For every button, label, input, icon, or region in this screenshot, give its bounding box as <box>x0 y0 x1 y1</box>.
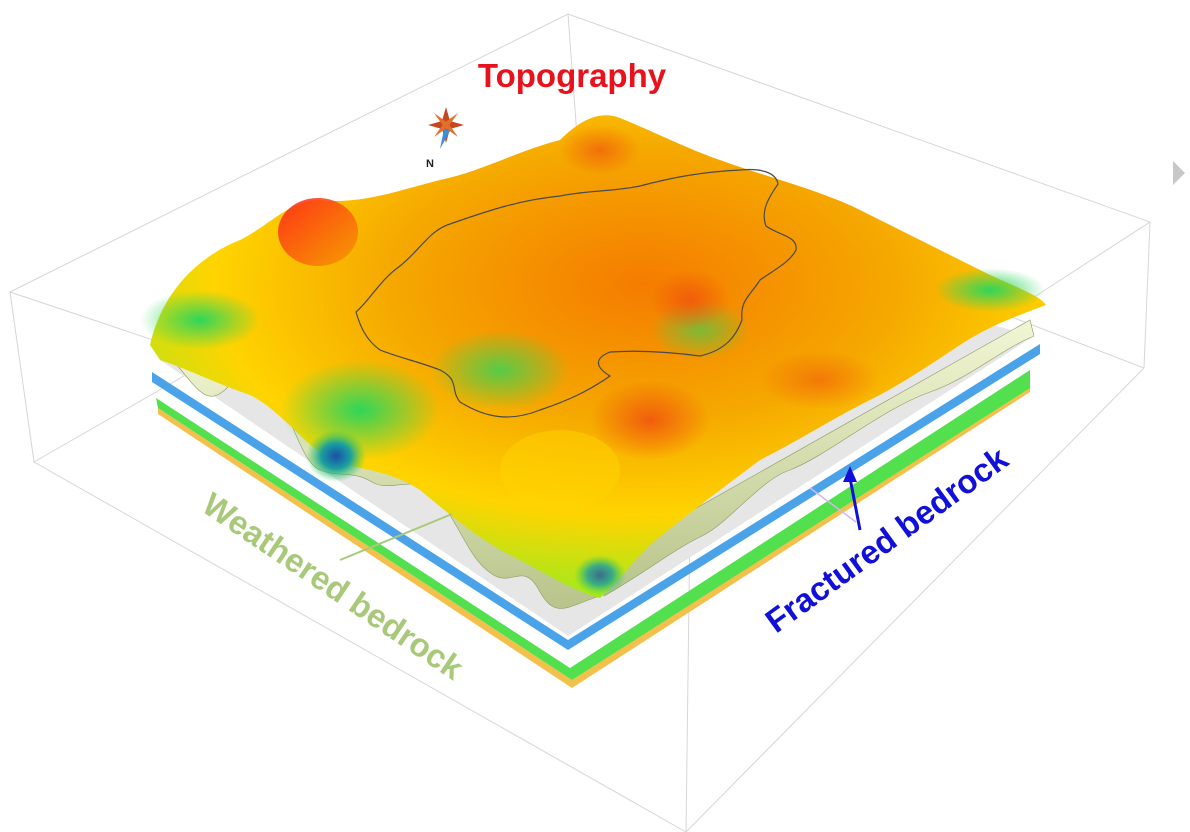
chevron-right-icon[interactable] <box>1172 160 1186 186</box>
terrain-base <box>150 115 1046 598</box>
weathered-leader-line <box>339 513 453 561</box>
fractured-arrow <box>809 466 862 531</box>
compass-rose-icon: N <box>426 107 464 170</box>
watershed-boundary <box>355 168 797 418</box>
topography-surface <box>140 115 1046 598</box>
compass-north-letter: N <box>426 158 434 170</box>
topography-label: Topography <box>478 57 667 94</box>
